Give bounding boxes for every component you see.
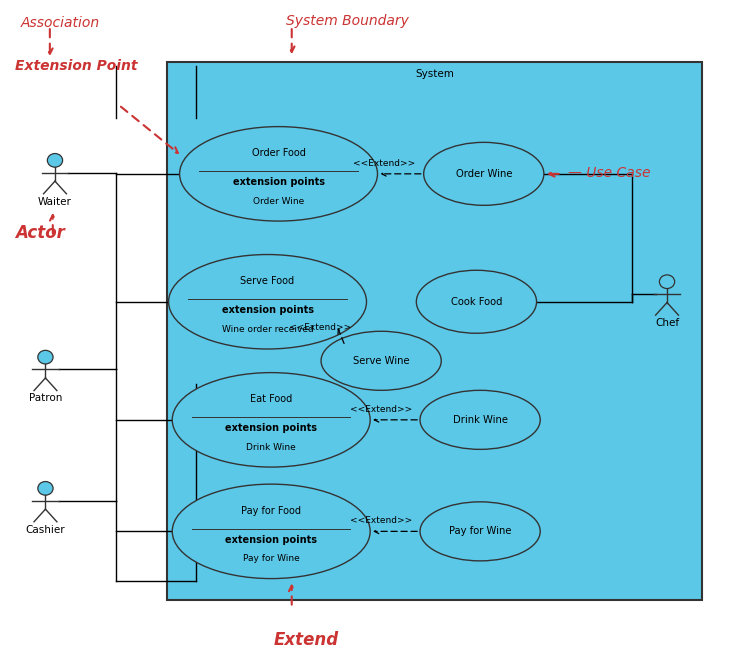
- FancyBboxPatch shape: [167, 62, 702, 600]
- Text: System Boundary: System Boundary: [286, 14, 409, 28]
- Circle shape: [38, 482, 53, 495]
- Circle shape: [38, 350, 53, 364]
- Text: Cashier: Cashier: [26, 525, 65, 535]
- Text: Order Wine: Order Wine: [253, 197, 304, 206]
- Ellipse shape: [420, 390, 540, 449]
- Text: Patron: Patron: [29, 394, 62, 403]
- Text: Order Food: Order Food: [251, 148, 306, 158]
- Text: <<Extend>>: <<Extend>>: [290, 323, 351, 333]
- Text: Eat Food: Eat Food: [250, 394, 292, 404]
- Text: System: System: [415, 69, 454, 79]
- Text: Drink Wine: Drink Wine: [452, 415, 508, 425]
- Circle shape: [48, 154, 62, 167]
- Ellipse shape: [424, 142, 544, 205]
- Text: Extend: Extend: [274, 630, 339, 649]
- Text: Order Wine: Order Wine: [455, 169, 512, 179]
- Ellipse shape: [172, 484, 370, 579]
- Ellipse shape: [416, 270, 537, 333]
- Text: Actor: Actor: [15, 224, 65, 242]
- Text: Extension Point: Extension Point: [15, 58, 137, 73]
- Text: <<Extend>>: <<Extend>>: [350, 405, 412, 415]
- Text: extension points: extension points: [225, 423, 317, 434]
- Text: Drink Wine: Drink Wine: [246, 443, 296, 452]
- Text: extension points: extension points: [225, 535, 317, 545]
- Text: Chef: Chef: [655, 318, 679, 328]
- Text: Pay for Food: Pay for Food: [241, 506, 301, 516]
- Text: Wine order received: Wine order received: [221, 325, 314, 334]
- Text: <<Extend>>: <<Extend>>: [350, 516, 412, 525]
- Text: Serve Food: Serve Food: [240, 276, 295, 286]
- Text: Association: Association: [21, 16, 100, 30]
- Ellipse shape: [172, 373, 370, 467]
- Ellipse shape: [169, 255, 366, 349]
- Text: extension points: extension points: [221, 305, 314, 316]
- Ellipse shape: [180, 127, 377, 221]
- Text: extension points: extension points: [232, 177, 325, 188]
- Text: Serve Wine: Serve Wine: [353, 356, 410, 366]
- Text: Waiter: Waiter: [38, 197, 72, 207]
- Text: Pay for Wine: Pay for Wine: [243, 554, 300, 564]
- Circle shape: [660, 275, 674, 289]
- Text: Pay for Wine: Pay for Wine: [449, 526, 512, 537]
- Ellipse shape: [321, 331, 441, 390]
- Ellipse shape: [420, 502, 540, 561]
- Text: — Use Case: — Use Case: [568, 165, 651, 180]
- Text: Cook Food: Cook Food: [451, 297, 502, 307]
- Text: <<Extend>>: <<Extend>>: [353, 159, 415, 169]
